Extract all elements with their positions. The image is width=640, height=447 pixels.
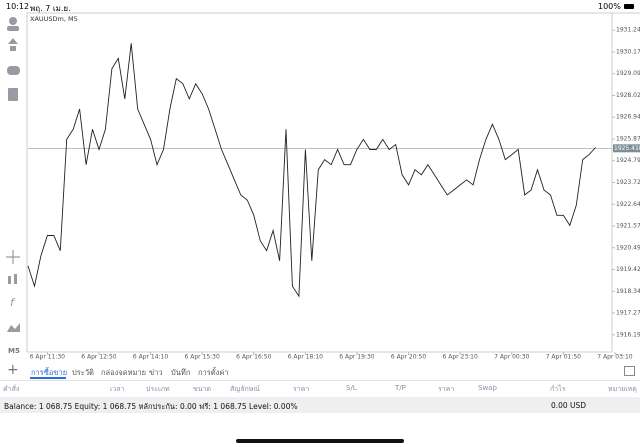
x-tick-label: 6 Apr 19:30 [339, 354, 374, 361]
y-tick-label: 1929.095 [616, 70, 640, 77]
battery-icon [624, 4, 634, 9]
x-tick-label: 6 Apr 20:50 [391, 354, 426, 361]
column-header: หมายเหตุ [608, 385, 637, 393]
objects-icon[interactable] [7, 323, 20, 332]
new-doc-icon[interactable] [8, 88, 18, 101]
y-tick-label: 1918.345 [616, 288, 640, 295]
y-tick-label: 1923.720 [616, 179, 640, 186]
x-tick-label: 6 Apr 18:10 [288, 354, 323, 361]
y-tick-label: 1920.495 [616, 244, 640, 251]
timeframe[interactable]: M5 [8, 347, 20, 355]
balance-row [0, 397, 640, 413]
price-line [27, 43, 596, 298]
clock: 10:12 [6, 2, 30, 11]
y-tick-label: 1916.195 [616, 331, 640, 338]
column-header: ราคา [438, 385, 455, 393]
add-button[interactable]: + [7, 362, 19, 378]
y-tick-label: 1930.170 [616, 48, 640, 55]
x-tick-label: 7 Apr 03:10 [597, 354, 632, 361]
tab[interactable]: บันทึก [171, 368, 191, 377]
tab[interactable]: ประวัติ [72, 368, 94, 377]
column-header: Swap [478, 384, 497, 392]
column-header: คำสั่ง [3, 385, 20, 393]
x-tick-label: 6 Apr 12:50 [81, 354, 116, 361]
column-header: T/P [395, 384, 406, 392]
y-tick-label: 1925.870 [616, 135, 640, 142]
tab[interactable]: กล่องจดหมาย [101, 368, 147, 377]
tab[interactable]: การตั้งค่า [198, 368, 229, 377]
y-tick-label: 1917.270 [616, 310, 640, 317]
x-tick-label: 7 Apr 00:30 [494, 354, 529, 361]
candle-icon[interactable] [14, 274, 17, 284]
date: พฤ. 7 เม.ย. [30, 4, 71, 13]
crosshair-icon[interactable] [6, 250, 20, 264]
column-header: ประเภท [146, 385, 170, 393]
column-header: กำไร [550, 385, 566, 393]
chart: XAUUSDm, M5 f M5 1931.245 1930.170 1929.09… [6, 12, 640, 361]
column-header: ขนาด [193, 385, 212, 393]
toolbar: f [6, 17, 20, 332]
balance-text: Balance: 1 068.75 Equity: 1 068.75 หลักป… [4, 402, 298, 411]
x-tick-label: 6 Apr 23:10 [442, 354, 477, 361]
column-header: สัญลักษณ์ [230, 385, 260, 393]
profit: 0.00 [551, 401, 568, 410]
current-price-label: 1925.410 [614, 145, 640, 152]
y-tick-label: 1931.245 [616, 27, 640, 34]
chat-icon[interactable] [7, 66, 20, 75]
currency: USD [570, 401, 587, 410]
account-icon[interactable] [7, 26, 19, 31]
column-header: ราคา [293, 385, 310, 393]
x-tick-label: 6 Apr 14:10 [133, 354, 168, 361]
x-tick-label: 6 Apr 15:30 [184, 354, 219, 361]
tab[interactable]: การซื้อขาย [31, 368, 68, 377]
chart-title: XAUUSDm, M5 [30, 15, 78, 23]
y-tick-label: 1924.795 [616, 157, 640, 164]
trade-icon[interactable] [8, 38, 18, 51]
active-tab-underline [30, 377, 66, 379]
x-tick-label: 7 Apr 01:50 [546, 354, 581, 361]
home-indicator [236, 439, 404, 443]
x-tick-label: 6 Apr 11:30 [30, 354, 65, 361]
battery-level: 100% [598, 2, 621, 11]
current-price-box [613, 144, 640, 153]
account-icon[interactable] [9, 17, 17, 25]
indicator-icon[interactable]: f [10, 296, 16, 309]
y-tick-label: 1928.020 [616, 92, 640, 99]
tab[interactable]: ข่าว [149, 368, 163, 377]
y-tick-label: 1919.420 [616, 266, 640, 273]
panel-icon[interactable] [624, 366, 635, 376]
y-tick-label: 1926.945 [616, 114, 640, 121]
y-tick-label: 1922.645 [616, 201, 640, 208]
y-tick-label: 1921.570 [616, 223, 640, 230]
column-header: เวลา [110, 385, 125, 393]
x-tick-label: 6 Apr 16:50 [236, 354, 271, 361]
divider [0, 380, 640, 381]
column-header: S/L [346, 384, 357, 392]
candle-icon[interactable] [8, 276, 11, 284]
